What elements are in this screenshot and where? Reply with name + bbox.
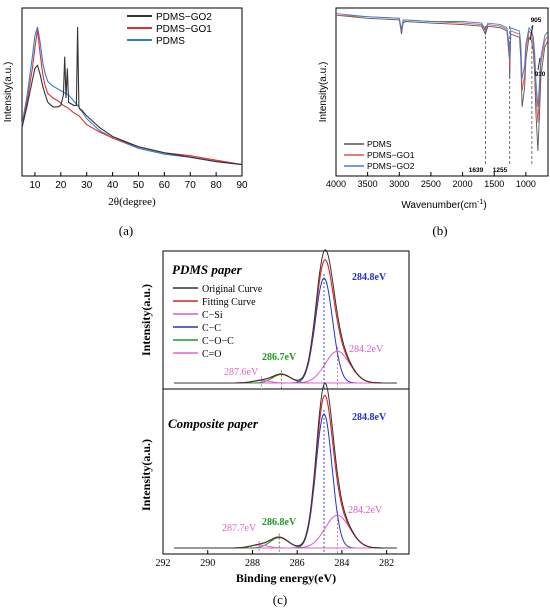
label-bottom-284-8: 284.8eV: [352, 412, 387, 423]
label-bottom-286-8: 286.8eV: [262, 517, 297, 528]
panel-a-legend: PDMS−GO2 PDMS−GO1 PDMS: [127, 12, 212, 47]
panel-a-series-0: [21, 26, 243, 166]
panel-c-x-ticks: 292 290 288 286 284 282: [156, 550, 394, 569]
panel-b-x-ticks: 4000 3500 3000 2500 2000 1500 1000: [326, 172, 536, 189]
panel-b-series-2: [335, 13, 549, 107]
panel-c-legend-label: Fitting Curve: [202, 297, 256, 308]
panel-c-series-lines: [174, 249, 397, 549]
panel-c-tick-label: 284: [334, 558, 349, 569]
legend-label-b-pdms: PDMS: [367, 139, 392, 149]
panel-a-ylabel: Intensity(a.u.): [3, 62, 14, 123]
label-top-284-8: 284.8eV: [352, 272, 387, 283]
legend-label-b-pdms-go2: PDMS−GO2: [367, 161, 415, 171]
panel-b-ylabel: Intensity(a.u.): [318, 62, 329, 123]
panel-b-tick-label: 3000: [389, 179, 409, 189]
legend-label-pdms-go2: PDMS−GO2: [156, 12, 212, 23]
panel-c-plot-frame: [162, 250, 410, 555]
annotation-905: 905: [531, 17, 542, 24]
panel-a-tick-label: 40: [107, 180, 119, 191]
panel-c-top-ylabel: Intensity(a.u.): [139, 284, 153, 356]
panel-b-xlabel-sup: -1: [477, 199, 483, 206]
legend-label-pdms: PDMS: [156, 36, 185, 47]
panel-a-tick-label: 10: [29, 180, 41, 191]
annotation-1639: 1639: [469, 167, 484, 174]
panel-b-series-0: [335, 14, 549, 152]
panel-b-tick-label: 1500: [484, 179, 504, 189]
panel-c-legend: Original Curve Fitting Curve C−Si C−C C−O−C C…: [173, 284, 263, 360]
caption-b: (b): [432, 223, 447, 238]
panel-a-plot-frame: [21, 7, 243, 177]
panel-a-xlabel: 2θ(degree): [108, 196, 156, 208]
panel-b-xlabel-main: Wavenumber(cm: [401, 200, 477, 211]
label-top-284-2: 284.2eV: [349, 344, 384, 355]
panel-c-bottom-ylabel: Intensity(a.u.): [139, 439, 153, 511]
panel-c-bottom-title: Composite paper: [168, 416, 259, 431]
panel-c-guide-lines: [258, 274, 338, 554]
panel-c-original-curve-1: [174, 382, 397, 549]
panel-b-series-lines: [335, 13, 549, 152]
panel-b-plot-frame: [335, 7, 549, 177]
panel-a-tick-label: 80: [211, 180, 223, 191]
panel-a-tick-label: 50: [133, 180, 145, 191]
panel-c-tick-label: 286: [290, 558, 305, 569]
panel-a-tick-label: 60: [159, 180, 171, 191]
panel-c-legend-label: C−O−C: [202, 336, 234, 347]
panel-a-tick-label: 90: [236, 180, 248, 191]
panel-c-legend-label: Original Curve: [202, 284, 263, 295]
panel-c-tick-label: 288: [245, 558, 260, 569]
panel-c-tick-label: 292: [156, 558, 171, 569]
caption-a: (a): [119, 223, 133, 238]
panel-b-tick-label: 4000: [326, 179, 346, 189]
panel-c-legend-label: C=O: [202, 349, 222, 360]
panel-b-xlabel-end: ): [483, 200, 486, 211]
panel-c-top-title: PDMS paper: [172, 262, 243, 277]
panel-b-tick-label: 3500: [358, 179, 378, 189]
panel-c-xps-chart: 292 290 288 286 284 282 Intensity(a.u.) Inten…: [139, 249, 410, 585]
panel-c-original-curve-0: [174, 249, 397, 384]
panel-b-ftir-chart: 4000 3500 3000 2500 2000 1500 1000 Intensity(a…: [318, 7, 549, 211]
panel-c-tick-label: 282: [379, 558, 394, 569]
panel-b-tick-label: 2000: [453, 179, 473, 189]
panel-a-series-lines: [21, 26, 243, 166]
panel-b-tick-label: 2500: [421, 179, 441, 189]
caption-c: (c): [273, 592, 287, 607]
panel-b-xlabel: Wavenumber(cm-1): [401, 199, 486, 211]
panel-b-series-1: [335, 14, 549, 123]
label-top-287-6: 287.6eV: [224, 367, 259, 378]
legend-label-pdms-go1: PDMS−GO1: [156, 24, 212, 35]
label-bottom-284-2: 284.2eV: [348, 505, 383, 516]
panel-a-x-ticks: 10 20 30 40 50 60 70 80 90: [29, 172, 248, 191]
annotation-910: 910: [535, 71, 546, 78]
panel-a-tick-label: 70: [185, 180, 197, 191]
panel-a-tick-label: 30: [81, 180, 93, 191]
legend-label-b-pdms-go1: PDMS−GO1: [367, 150, 415, 160]
panel-c-peak-labels: 284.8eV 284.2eV 286.7eV 287.6eV 284.8eV …: [222, 272, 387, 534]
label-top-286-7: 286.7eV: [262, 352, 297, 363]
panel-b-guide-lines: [485, 26, 533, 166]
annotation-905-arrow: [529, 24, 534, 41]
label-bottom-287-7: 287.7eV: [222, 523, 257, 534]
panel-b-legend: PDMS PDMS−GO1 PDMS−GO2: [344, 139, 415, 171]
panel-a-tick-label: 20: [55, 180, 67, 191]
panel-b-tick-label: 1000: [516, 179, 536, 189]
panel-c-legend-label: C−Si: [202, 310, 223, 321]
panel-c-xlabel: Binding energy(eV): [236, 571, 336, 585]
panel-c-legend-label: C−C: [202, 323, 221, 334]
annotation-910-arrow: [537, 57, 541, 71]
annotation-1255: 1255: [493, 167, 508, 174]
panel-c-tick-label: 290: [200, 558, 215, 569]
panel-a-xrd-chart: 10 20 30 40 50 60 70 80 90 Intensity(a.u.) 2θ(de…: [3, 7, 248, 208]
